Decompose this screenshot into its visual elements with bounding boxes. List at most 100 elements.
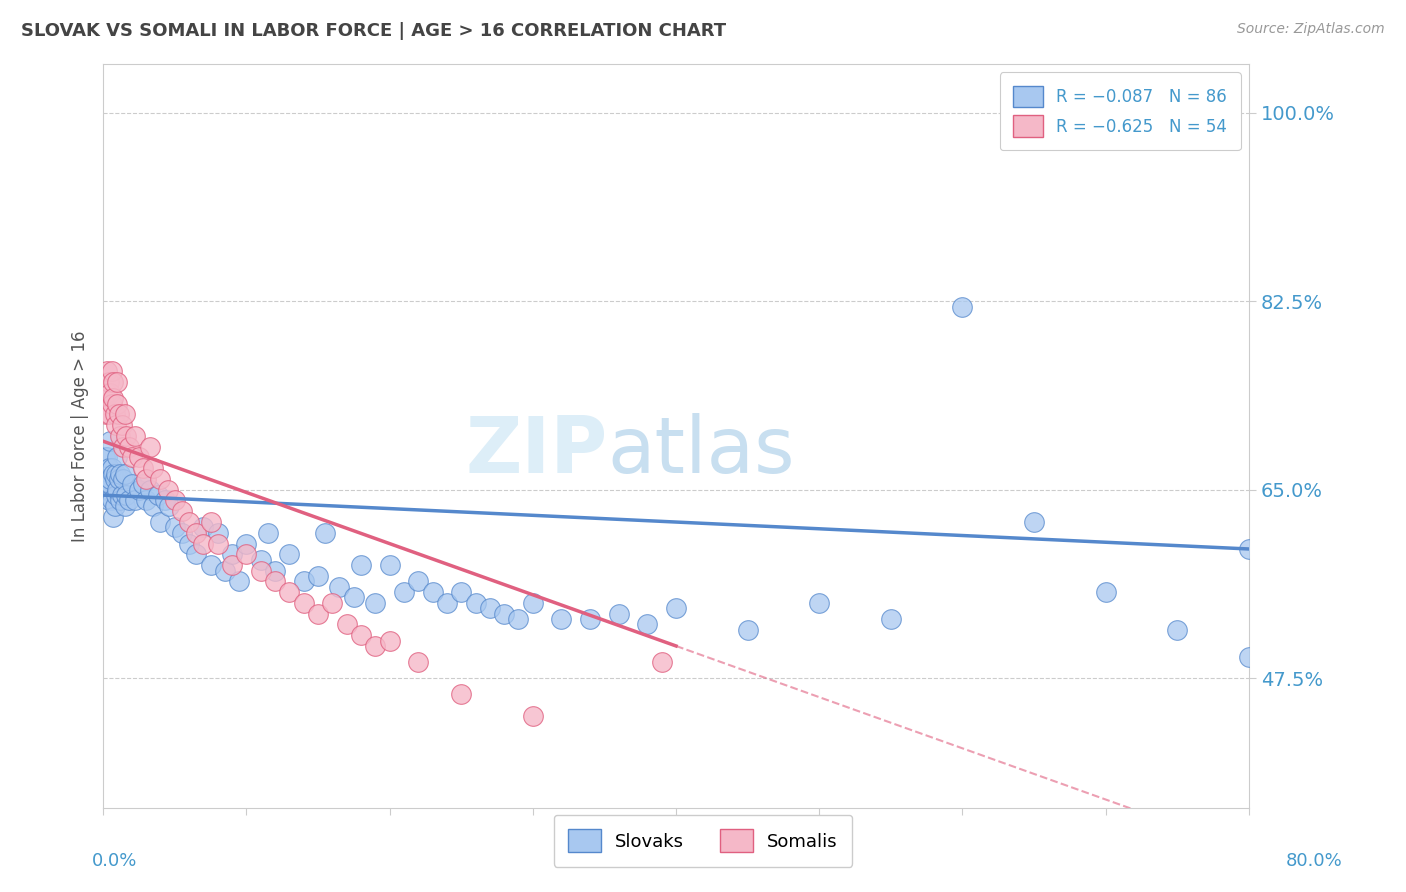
Text: atlas: atlas (607, 413, 794, 489)
Point (100, 364, 122, 378)
Point (343, 591, 366, 605)
Point (156, 483, 179, 497)
Point (98, 434, 121, 449)
Point (177, 515, 200, 529)
Point (124, 493, 146, 508)
Point (108, 472, 131, 486)
Point (1022, 515, 1045, 529)
Point (336, 617, 359, 632)
Point (128, 450, 150, 465)
Point (177, 536, 200, 550)
Point (132, 461, 155, 475)
Point (110, 467, 132, 481)
Point (364, 596, 387, 610)
Point (193, 520, 215, 534)
Point (112, 440, 135, 454)
Point (110, 429, 132, 443)
Point (97, 407, 120, 421)
Point (146, 488, 169, 502)
Point (207, 525, 229, 540)
Point (105, 418, 128, 433)
Point (1094, 585, 1116, 599)
Point (100, 493, 122, 508)
Point (200, 558, 222, 573)
Point (406, 574, 429, 589)
Point (406, 655, 429, 669)
Point (264, 574, 287, 589)
Point (149, 515, 172, 529)
Point (101, 375, 124, 389)
Text: 80.0%: 80.0% (1286, 852, 1343, 870)
Point (508, 612, 530, 626)
Point (139, 440, 162, 454)
Point (221, 547, 243, 561)
Point (107, 450, 129, 465)
Point (221, 558, 243, 573)
Point (103, 407, 125, 421)
Point (107, 396, 129, 410)
Point (97, 493, 120, 508)
Point (94, 407, 117, 421)
Point (139, 483, 162, 497)
Point (737, 623, 759, 637)
Point (97, 461, 120, 475)
Point (112, 472, 135, 486)
Text: 0.0%: 0.0% (91, 852, 136, 870)
Point (193, 536, 215, 550)
Point (142, 461, 165, 475)
Point (952, 300, 974, 314)
Point (1237, 649, 1260, 664)
Point (607, 607, 630, 621)
Point (96, 450, 118, 465)
Text: ZIP: ZIP (465, 413, 607, 489)
Point (124, 429, 146, 443)
Point (115, 488, 138, 502)
Point (307, 607, 329, 621)
Point (186, 525, 208, 540)
Point (110, 493, 132, 508)
Point (314, 525, 336, 540)
Point (170, 504, 193, 518)
Point (278, 547, 301, 561)
Point (235, 547, 257, 561)
Point (97, 375, 120, 389)
Point (96, 483, 118, 497)
Point (228, 574, 250, 589)
Text: Source: ZipAtlas.com: Source: ZipAtlas.com (1237, 22, 1385, 37)
Point (214, 564, 236, 578)
Point (292, 596, 315, 610)
Point (96, 364, 118, 378)
Text: SLOVAK VS SOMALI IN LABOR FORCE | AGE > 16 CORRELATION CHART: SLOVAK VS SOMALI IN LABOR FORCE | AGE > … (21, 22, 727, 40)
Point (1166, 623, 1188, 637)
Point (808, 596, 831, 610)
Point (550, 612, 572, 626)
Point (665, 601, 688, 615)
Point (157, 499, 180, 513)
Point (111, 418, 134, 433)
Point (249, 553, 271, 567)
Point (114, 499, 136, 513)
Y-axis label: In Labor Force | Age > 16: In Labor Force | Age > 16 (72, 330, 89, 541)
Point (880, 612, 903, 626)
Point (364, 639, 387, 653)
Point (105, 488, 128, 502)
Point (450, 688, 472, 702)
Point (118, 493, 141, 508)
Point (378, 558, 401, 573)
Point (98, 385, 121, 400)
Point (100, 461, 122, 475)
Point (101, 509, 124, 524)
Point (522, 709, 544, 723)
Point (135, 472, 157, 486)
Point (163, 520, 186, 534)
Point (108, 407, 131, 421)
Point (114, 467, 136, 481)
Point (101, 391, 124, 405)
Point (163, 493, 186, 508)
Point (292, 574, 315, 589)
Point (98, 472, 121, 486)
Point (93, 450, 115, 465)
Point (328, 580, 350, 594)
Point (522, 596, 544, 610)
Point (111, 488, 134, 502)
